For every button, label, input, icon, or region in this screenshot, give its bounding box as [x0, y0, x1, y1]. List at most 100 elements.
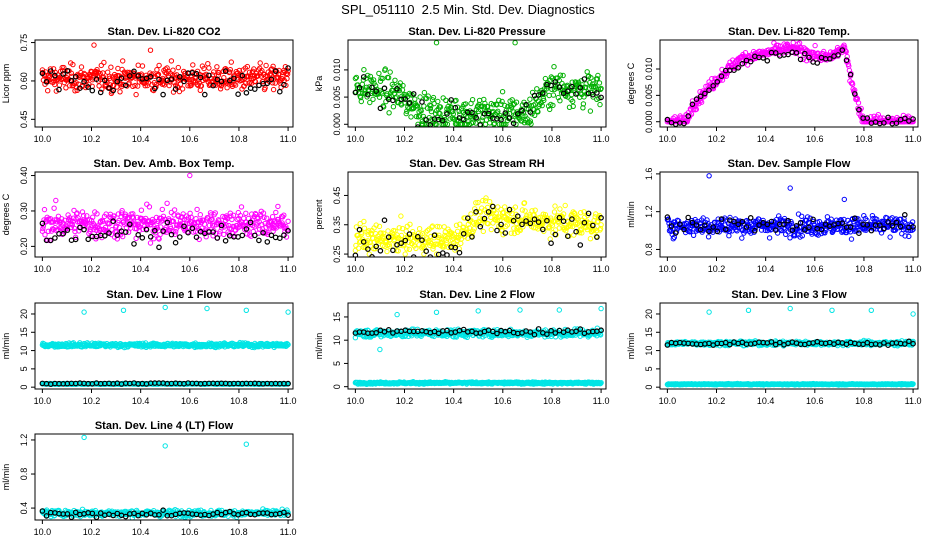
reference-point — [444, 252, 450, 257]
data-point — [370, 96, 376, 103]
data-point — [556, 220, 562, 226]
reference-point — [868, 227, 875, 234]
plot-frame — [347, 39, 607, 128]
x-tick-label: 10.6 — [494, 264, 512, 274]
reference-point — [697, 226, 704, 233]
y-axis-label: Licor ppm — [1, 64, 11, 104]
data-point — [68, 70, 75, 76]
data-point — [423, 229, 429, 235]
reference-point — [901, 115, 908, 122]
reference-point — [589, 222, 596, 229]
data-point — [580, 101, 587, 107]
data-point — [59, 64, 65, 71]
reference-point — [52, 235, 58, 241]
reference-point — [864, 115, 871, 121]
x-tick-label: 10.0 — [659, 264, 677, 274]
data-point — [790, 40, 796, 46]
data-point — [146, 204, 153, 210]
data-point — [556, 225, 562, 231]
data-point — [268, 219, 275, 225]
data-point — [194, 206, 200, 213]
data-point — [96, 83, 102, 89]
reference-point — [906, 118, 912, 124]
data-point — [90, 214, 96, 220]
plot-frame — [34, 171, 294, 258]
reference-point — [452, 104, 459, 111]
reference-point — [839, 47, 846, 53]
data-point — [120, 233, 126, 240]
reference-point — [747, 215, 754, 221]
reference-point — [227, 77, 233, 84]
y-tick-label: 0.8 — [644, 243, 654, 256]
reference-point — [498, 221, 504, 228]
data-point — [501, 209, 507, 216]
data-point — [256, 219, 262, 225]
data-point — [551, 209, 558, 215]
reference-point — [264, 80, 271, 87]
data-point — [56, 82, 63, 88]
reference-point — [851, 91, 858, 97]
data-point — [78, 64, 85, 70]
reference-point — [385, 234, 392, 240]
reference-point — [197, 74, 204, 81]
x-tick-label: 11.0 — [280, 134, 297, 144]
data-point — [70, 61, 76, 68]
outlier-point — [787, 185, 793, 191]
data-point — [79, 209, 86, 215]
data-point — [198, 83, 205, 89]
data-point — [100, 218, 106, 225]
reference-point — [239, 232, 246, 239]
data-point — [418, 108, 424, 114]
reference-point — [560, 90, 567, 97]
reference-point — [276, 235, 283, 242]
data-point — [80, 212, 87, 219]
data-point — [428, 108, 435, 115]
y-axis-label: degrees C — [1, 193, 11, 235]
reference-point — [77, 85, 83, 92]
reference-point — [689, 101, 696, 108]
data-point — [395, 248, 401, 254]
reference-point — [826, 55, 833, 62]
x-tick-label: 10.6 — [806, 264, 824, 274]
data-point — [807, 215, 813, 221]
data-point — [567, 223, 574, 229]
reference-point — [122, 82, 129, 89]
data-point — [418, 236, 424, 243]
reference-point — [839, 220, 846, 227]
reference-point — [464, 215, 471, 222]
data-point — [379, 90, 385, 97]
data-point — [565, 94, 571, 100]
data-point — [403, 228, 409, 234]
data-point — [430, 246, 436, 252]
data-point — [693, 106, 699, 113]
reference-point — [206, 72, 212, 79]
data-point — [387, 69, 393, 75]
data-point — [511, 230, 518, 237]
reference-point — [864, 222, 871, 228]
data-point — [53, 197, 59, 204]
data-point — [582, 84, 589, 91]
data-point — [413, 245, 419, 252]
data-point — [273, 209, 279, 216]
data-point — [469, 97, 476, 103]
data-point — [209, 72, 216, 78]
reference-point — [243, 226, 250, 232]
data-point — [539, 102, 545, 109]
reference-point — [477, 122, 484, 127]
panel-title: Stan. Dev. Li-820 Pressure — [408, 26, 545, 38]
data-point — [541, 97, 547, 104]
data-point — [270, 86, 277, 93]
reference-point — [152, 85, 158, 92]
reference-point — [485, 110, 492, 117]
data-point — [909, 227, 915, 233]
data-point — [443, 237, 450, 243]
data-point — [399, 225, 406, 232]
reference-point — [373, 88, 380, 95]
reference-point — [718, 216, 725, 222]
reference-point — [685, 113, 692, 119]
data-point — [900, 226, 907, 233]
reference-point — [214, 235, 221, 241]
reference-point — [281, 81, 287, 88]
reference-point — [43, 79, 50, 85]
